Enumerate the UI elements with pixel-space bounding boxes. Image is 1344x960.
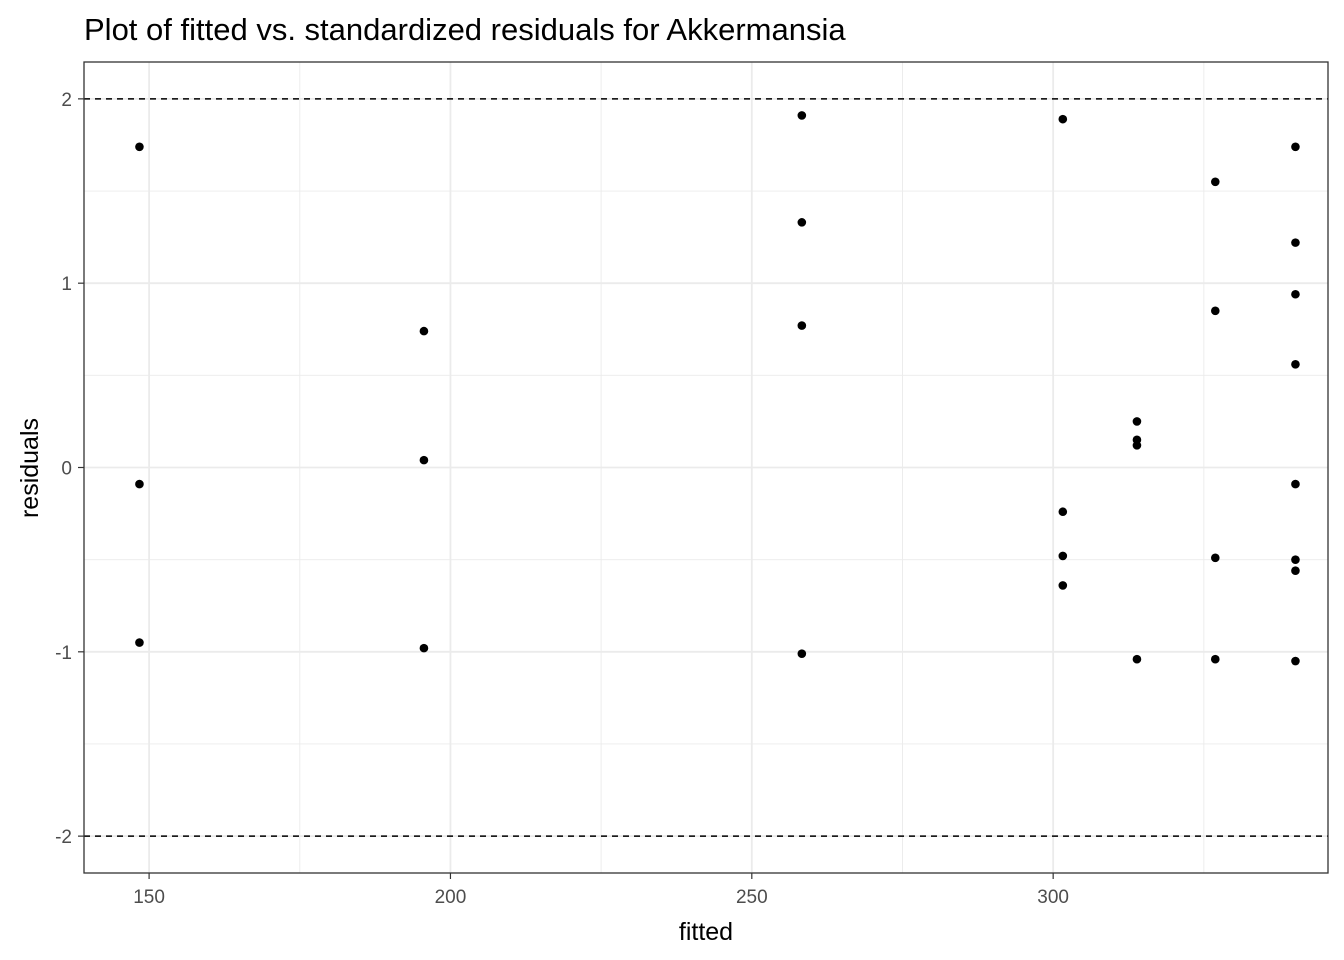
chart-title: Plot of fitted vs. standardized residual… <box>84 12 846 47</box>
data-point <box>1210 553 1220 563</box>
data-point <box>1058 507 1068 517</box>
data-point <box>419 326 429 336</box>
y-tick-label: -2 <box>55 827 72 848</box>
data-point <box>1291 142 1300 152</box>
data-point <box>797 321 807 330</box>
data-point <box>1291 656 1300 666</box>
axis-ticks: 150 200 250 300 -2 -1 0 1 2 <box>55 90 1069 908</box>
y-tick-label: 2 <box>61 90 72 111</box>
y-tick-label: 1 <box>61 274 72 295</box>
data-point <box>135 479 144 489</box>
x-tick-label: 300 <box>1037 887 1069 908</box>
data-point <box>1210 177 1220 187</box>
x-tick-label: 250 <box>736 887 768 908</box>
x-axis-label: fitted <box>679 918 733 946</box>
y-tick-label: 0 <box>61 459 72 480</box>
x-tick-label: 150 <box>133 887 165 908</box>
data-point <box>1291 555 1300 564</box>
grid-lines <box>84 62 1328 873</box>
data-point <box>135 142 144 152</box>
data-point <box>1132 417 1142 426</box>
data-point <box>797 649 807 658</box>
data-point <box>1210 654 1220 664</box>
data-point <box>1291 566 1300 576</box>
data-point <box>1058 114 1068 124</box>
data-point <box>797 218 807 227</box>
y-tick-label: -1 <box>55 643 72 664</box>
data-point <box>1291 289 1300 299</box>
data-point <box>1291 238 1300 247</box>
data-point <box>419 643 429 653</box>
data-point <box>797 111 807 120</box>
data-point <box>1058 551 1068 561</box>
data-point <box>419 455 429 465</box>
y-axis-label: residuals <box>16 418 44 518</box>
x-tick-label: 200 <box>435 887 467 908</box>
data-point <box>1291 479 1300 489</box>
reference-lines <box>84 98 1328 837</box>
data-point <box>1132 654 1142 664</box>
data-point <box>135 638 144 647</box>
data-point <box>1291 359 1300 369</box>
data-point <box>1132 441 1142 450</box>
data-point <box>1210 306 1220 316</box>
data-points <box>135 111 1300 666</box>
data-point <box>1058 581 1068 590</box>
